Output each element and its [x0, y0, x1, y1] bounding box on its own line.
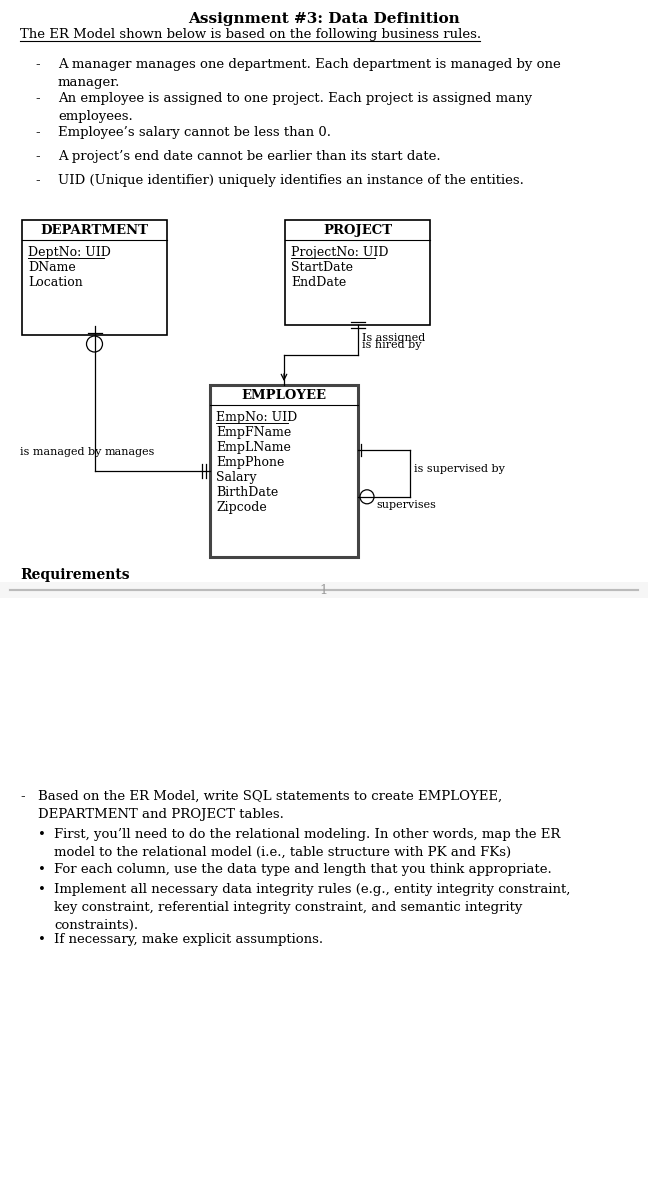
Text: EndDate: EndDate [291, 276, 346, 289]
Text: 1: 1 [320, 584, 328, 597]
Text: -: - [36, 92, 40, 105]
Text: is hired by: is hired by [362, 340, 422, 350]
Text: First, you’ll need to do the relational modeling. In other words, map the ER
mod: First, you’ll need to do the relational … [54, 828, 561, 859]
Text: An employee is assigned to one project. Each project is assigned many
employees.: An employee is assigned to one project. … [58, 92, 532, 123]
Text: Salary: Salary [216, 471, 257, 484]
Bar [210, 385, 358, 557]
Text: DName: DName [28, 261, 76, 274]
Text: EmpFName: EmpFName [216, 426, 291, 439]
Text: •: • [38, 828, 46, 841]
Text: •: • [38, 933, 46, 946]
Bar [0, 582, 648, 598]
Text: -: - [36, 173, 40, 186]
Text: DEPARTMENT: DEPARTMENT [40, 224, 148, 237]
Text: If necessary, make explicit assumptions.: If necessary, make explicit assumptions. [54, 933, 323, 946]
Text: -: - [36, 58, 40, 71]
Text: For each column, use the data type and length that you think appropriate.: For each column, use the data type and l… [54, 863, 551, 876]
Text: A manager manages one department. Each department is managed by one
manager.: A manager manages one department. Each d… [58, 58, 561, 88]
Text: -: - [36, 126, 40, 139]
Text: Requirements: Requirements [20, 568, 130, 582]
Text: The ER Model shown below is based on the following business rules.: The ER Model shown below is based on the… [20, 28, 481, 41]
Text: Is assigned: Is assigned [362, 333, 426, 343]
Text: •: • [38, 883, 46, 896]
Text: Implement all necessary data integrity rules (e.g., entity integrity constraint,: Implement all necessary data integrity r… [54, 883, 570, 932]
Text: ProjectNo: UID: ProjectNo: UID [291, 245, 389, 258]
Text: UID (Unique identifier) uniquely identifies an instance of the entities.: UID (Unique identifier) uniquely identif… [58, 173, 524, 186]
Text: StartDate: StartDate [291, 261, 353, 274]
Text: Based on the ER Model, write SQL statements to create EMPLOYEE,
DEPARTMENT and P: Based on the ER Model, write SQL stateme… [38, 789, 502, 821]
Text: EMPLOYEE: EMPLOYEE [242, 389, 327, 402]
Text: is supervised by: is supervised by [414, 464, 505, 473]
Text: EmpPhone: EmpPhone [216, 455, 284, 468]
Text: DeptNo: UID: DeptNo: UID [28, 245, 111, 258]
Text: EmpLName: EmpLName [216, 441, 291, 454]
Text: BirthDate: BirthDate [216, 486, 278, 499]
Text: Zipcode: Zipcode [216, 502, 267, 514]
Text: A project’s end date cannot be earlier than its start date.: A project’s end date cannot be earlier t… [58, 150, 441, 163]
Text: manages: manages [104, 447, 155, 457]
Bar [285, 219, 430, 324]
Text: -: - [20, 789, 25, 804]
Bar [22, 219, 167, 335]
Text: PROJECT: PROJECT [323, 224, 392, 237]
Text: -: - [36, 150, 40, 163]
Text: EmpNo: UID: EmpNo: UID [216, 411, 297, 424]
Text: Location: Location [28, 276, 83, 289]
Text: •: • [38, 863, 46, 876]
Text: is managed by: is managed by [20, 447, 101, 457]
Text: supervises: supervises [376, 500, 436, 510]
Text: Assignment #3: Data Definition: Assignment #3: Data Definition [188, 12, 460, 26]
Text: Employee’s salary cannot be less than 0.: Employee’s salary cannot be less than 0. [58, 126, 331, 139]
